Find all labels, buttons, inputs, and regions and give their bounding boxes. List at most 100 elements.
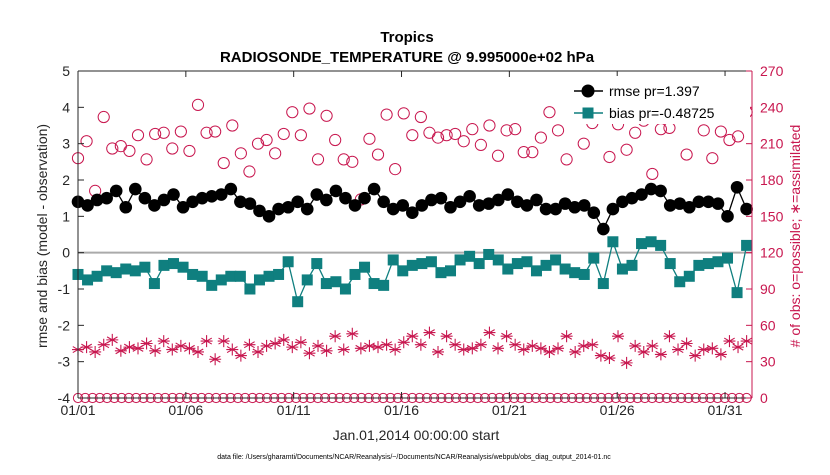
bias-point xyxy=(559,263,571,275)
rmse-point xyxy=(568,200,581,214)
y2-tick-label: 150 xyxy=(760,208,784,224)
legend-box xyxy=(568,76,750,124)
assimilated-point xyxy=(337,343,350,356)
possible-point xyxy=(371,148,385,161)
rmse-point xyxy=(100,191,113,205)
assimilated-point xyxy=(260,339,273,352)
y2-tick-label: 240 xyxy=(760,99,784,115)
rmse-point xyxy=(616,195,629,209)
possible-point xyxy=(466,123,479,136)
assimilated-point xyxy=(106,333,119,346)
bias-point xyxy=(588,252,600,264)
bias-point xyxy=(693,259,705,271)
rmse-point xyxy=(463,190,476,203)
rmse-point xyxy=(348,199,362,212)
rmse-point xyxy=(425,193,438,207)
legend-rmse-label: rmse pr=1.397 xyxy=(609,83,700,99)
rmse-point xyxy=(377,195,390,209)
assimilated-point xyxy=(329,330,342,343)
rmse-point xyxy=(511,195,524,209)
rmse-point xyxy=(224,182,238,196)
possible-point xyxy=(149,127,162,141)
data-file-footer: data file: /Users/gharamti/Documents/NCA… xyxy=(217,454,611,461)
bias-point xyxy=(712,256,724,268)
x-tick-label: 01/01 xyxy=(60,402,95,418)
assimilated-point xyxy=(166,343,179,356)
assimilated-point xyxy=(354,342,367,355)
assimilated-point xyxy=(363,339,376,352)
bias-point xyxy=(187,268,199,280)
rmse-point xyxy=(119,200,133,214)
rmse-point xyxy=(644,182,658,196)
x-tick-label: 01/21 xyxy=(492,402,527,418)
bias-point xyxy=(91,270,103,282)
bias-point xyxy=(82,274,94,286)
rmse-point xyxy=(501,188,515,201)
possible-point xyxy=(123,144,136,158)
rmse-point xyxy=(243,197,257,210)
possible-point xyxy=(706,152,719,165)
assimilated-point xyxy=(697,343,710,356)
bias-point xyxy=(148,278,160,290)
rmse-point xyxy=(195,191,209,205)
bias-point xyxy=(282,256,294,268)
rmse-point xyxy=(673,197,687,210)
bias-point xyxy=(378,279,390,291)
rmse-point xyxy=(453,195,467,209)
assimilated-point xyxy=(492,342,505,355)
rmse-point xyxy=(214,188,228,201)
assimilated-point xyxy=(432,345,445,358)
rmse-point xyxy=(577,199,591,212)
assimilated-point xyxy=(526,339,539,352)
assimilated-point xyxy=(672,343,685,356)
bias-point xyxy=(674,276,686,288)
possible-point xyxy=(80,135,93,148)
y-axis-label: rmse and bias (model - observation) xyxy=(34,124,50,348)
rmse-point xyxy=(406,206,419,219)
assimilated-point xyxy=(440,330,453,343)
bias-point xyxy=(550,254,562,266)
y2-axis-label: # of obs: o=possible; ∗=assimilated xyxy=(787,125,803,348)
bias-point xyxy=(645,236,657,248)
assimilated-point xyxy=(466,342,479,355)
rmse-point xyxy=(520,199,534,212)
assimilated-point xyxy=(114,344,127,357)
possible-point xyxy=(509,123,522,136)
bias-point xyxy=(273,268,285,280)
assimilated-point xyxy=(157,335,170,348)
possible-point xyxy=(723,133,736,147)
bias-point xyxy=(454,254,466,266)
possible-point xyxy=(329,133,342,147)
assimilated-point xyxy=(200,335,213,348)
rmse-point xyxy=(157,193,171,207)
assimilated-point xyxy=(569,345,582,358)
possible-point xyxy=(560,153,573,166)
possible-point xyxy=(440,129,453,142)
possible-point xyxy=(457,135,470,148)
possible-point xyxy=(260,133,273,147)
assimilated-point xyxy=(534,342,547,355)
possible-point xyxy=(414,110,427,124)
rmse-point xyxy=(167,188,180,201)
assimilated-point xyxy=(209,353,222,366)
possible-point xyxy=(286,106,299,119)
rmse-point xyxy=(472,199,486,212)
assimilated-point xyxy=(372,341,385,354)
rmse-point xyxy=(625,191,639,205)
possible-point xyxy=(174,125,187,138)
assimilated-point xyxy=(663,330,676,343)
assimilated-point xyxy=(560,330,573,343)
possible-point xyxy=(449,127,462,141)
possible-point xyxy=(680,148,693,161)
possible-point xyxy=(183,144,196,158)
possible-point xyxy=(629,126,642,139)
bias-point xyxy=(616,263,628,275)
assimilated-point xyxy=(594,349,607,362)
axes: -4 -3 -2 -1 0 1 2 3 4 5 0 30 60 90 120 150 180 210 240 270 0… xyxy=(58,63,784,418)
y2-tick-label: 180 xyxy=(760,172,784,188)
rmse-point xyxy=(702,195,715,209)
possible-point xyxy=(200,126,213,139)
rmse-point xyxy=(281,200,295,214)
bias-point xyxy=(502,263,514,275)
